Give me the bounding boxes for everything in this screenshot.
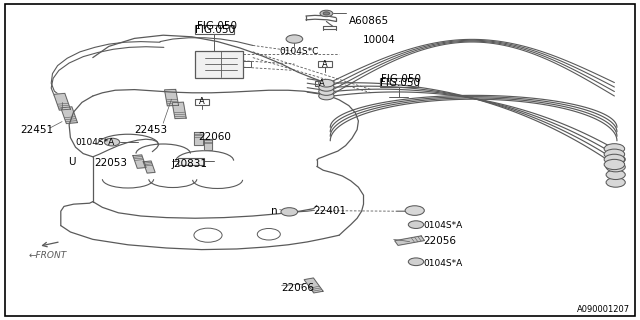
Text: A: A	[200, 97, 205, 106]
Circle shape	[606, 178, 625, 187]
Circle shape	[604, 149, 625, 159]
Text: U: U	[68, 156, 76, 167]
Polygon shape	[164, 89, 179, 106]
Text: 22453: 22453	[134, 124, 168, 135]
Circle shape	[319, 88, 334, 95]
Circle shape	[320, 10, 333, 17]
Circle shape	[606, 170, 625, 180]
Text: A60865: A60865	[349, 16, 389, 26]
Text: 22451: 22451	[20, 124, 54, 135]
Text: A: A	[323, 60, 328, 69]
FancyBboxPatch shape	[195, 99, 209, 105]
Text: 0104S*A: 0104S*A	[424, 260, 463, 268]
Text: ←FRONT: ←FRONT	[29, 251, 67, 260]
Text: A: A	[319, 79, 324, 88]
Text: n: n	[271, 206, 277, 216]
Circle shape	[405, 206, 424, 215]
Circle shape	[604, 159, 625, 170]
Polygon shape	[54, 93, 70, 110]
Circle shape	[286, 35, 303, 43]
Circle shape	[604, 154, 625, 164]
Bar	[380, 78, 418, 87]
Polygon shape	[143, 161, 155, 173]
FancyBboxPatch shape	[315, 81, 329, 86]
Text: 0104S*A: 0104S*A	[76, 138, 115, 147]
Circle shape	[604, 144, 625, 154]
Bar	[195, 25, 234, 34]
Circle shape	[408, 221, 424, 228]
FancyBboxPatch shape	[318, 61, 332, 67]
Text: FIG.050: FIG.050	[380, 78, 420, 88]
Text: 0104S*A: 0104S*A	[424, 221, 463, 230]
Polygon shape	[133, 155, 146, 168]
Text: 0104S*C: 0104S*C	[280, 47, 319, 56]
Bar	[178, 158, 204, 165]
Polygon shape	[61, 107, 77, 124]
Text: FIG.050: FIG.050	[197, 20, 237, 31]
Text: 22053: 22053	[95, 158, 128, 168]
Circle shape	[408, 258, 424, 266]
Polygon shape	[194, 132, 203, 145]
Text: 22066: 22066	[282, 283, 315, 293]
Bar	[195, 51, 243, 78]
Circle shape	[257, 228, 280, 240]
Text: J20831: J20831	[172, 159, 207, 170]
Text: 22401: 22401	[313, 205, 346, 216]
Polygon shape	[204, 139, 212, 150]
Circle shape	[606, 162, 625, 172]
Text: A090001207: A090001207	[577, 305, 630, 314]
Circle shape	[606, 155, 625, 164]
Polygon shape	[395, 236, 424, 245]
Circle shape	[323, 12, 330, 15]
Text: FIG.050: FIG.050	[195, 25, 236, 36]
Polygon shape	[304, 278, 323, 293]
Circle shape	[281, 208, 298, 216]
Circle shape	[319, 79, 334, 87]
Text: 10004: 10004	[363, 35, 396, 45]
Circle shape	[194, 228, 222, 242]
Circle shape	[104, 138, 120, 146]
Polygon shape	[172, 102, 186, 119]
Text: 22056: 22056	[424, 236, 457, 246]
Text: 22060: 22060	[198, 132, 231, 142]
Circle shape	[319, 92, 334, 100]
Circle shape	[319, 84, 334, 91]
Text: FIG.050: FIG.050	[381, 74, 422, 84]
